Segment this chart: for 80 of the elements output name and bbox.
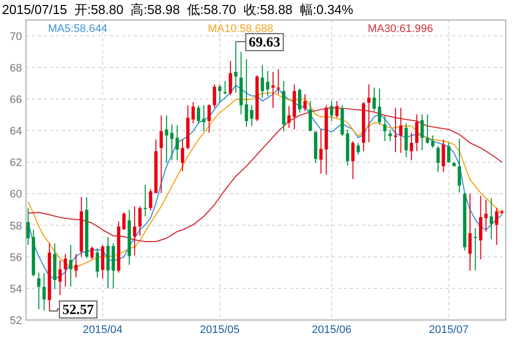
x-tick-label: 2015/04 (82, 324, 123, 336)
candlestick (490, 198, 493, 240)
candlestick (96, 248, 99, 278)
candlestick (335, 100, 339, 118)
candlestick (250, 104, 254, 127)
text: MA10:58.688 (208, 23, 274, 35)
candlestick (260, 64, 264, 98)
candlestick (218, 84, 222, 104)
candlestick (69, 244, 72, 288)
candlestick (495, 208, 498, 246)
candlestick (176, 124, 179, 161)
candlestick (42, 272, 46, 312)
candlestick (212, 84, 216, 108)
candlestick (164, 114, 168, 164)
candlestick (298, 88, 302, 114)
y-tick-label: 68 (10, 62, 22, 74)
y-tick-label: 52 (10, 315, 22, 327)
x-tick-label: 2015/07 (428, 324, 469, 336)
candlestick (458, 138, 462, 193)
candlestick (474, 228, 478, 272)
y-tick-label: 60 (10, 188, 22, 201)
candlestick (468, 193, 472, 272)
line-series (28, 107, 503, 242)
y-tick-label: 56 (10, 252, 22, 264)
candlestick (144, 184, 147, 217)
candlestick (367, 84, 371, 143)
x-tick-label: 2015/06 (312, 324, 352, 336)
y-tick-label: 58 (10, 220, 22, 232)
candlestick (426, 114, 430, 144)
annotation: 69.63 (248, 36, 280, 51)
y-tick-label: 54 (10, 283, 22, 296)
text: MA5:58.644 (48, 23, 108, 35)
candlestick (420, 114, 424, 151)
y-tick-label: 64 (10, 126, 22, 138)
candlestick (484, 199, 488, 232)
candlestick (383, 116, 386, 142)
candlestick (372, 87, 376, 112)
candlestick (101, 244, 104, 279)
text: MA30:61.996 (368, 23, 434, 35)
candlestick (415, 114, 418, 152)
x-tick-label: 2015/05 (200, 324, 240, 336)
candlestick (351, 140, 355, 180)
candlestick (223, 80, 227, 95)
candlestick (148, 188, 152, 211)
candlestick (228, 60, 232, 96)
candlestick (431, 134, 434, 148)
candlestick (388, 128, 392, 142)
candlestick (234, 41, 238, 94)
chart-title: 2015/07/15 开:58.80 高:58.98 低:58.70 收:58.88 幅:0.34% (2, 2, 354, 17)
annotation: 52.57 (62, 303, 94, 318)
candlestick (160, 114, 163, 194)
candlestick (64, 253, 68, 288)
candlestick (276, 68, 280, 95)
candlestick (208, 104, 211, 134)
candlestick (26, 207, 30, 246)
candlestick (244, 58, 248, 128)
candlestick (436, 146, 440, 173)
candlestick (180, 139, 184, 172)
candlestick (287, 106, 291, 128)
candlestick (192, 102, 195, 124)
candlestick (330, 100, 334, 122)
candlestick (356, 142, 360, 156)
candlestick (479, 195, 482, 260)
y-tick-label: 66 (10, 94, 22, 106)
candlestick (132, 206, 136, 256)
y-tick-label: 62 (10, 157, 22, 170)
candlestick (399, 107, 402, 154)
candlestick (394, 107, 398, 153)
candlestick (138, 206, 142, 236)
candlestick (442, 139, 446, 173)
candlestick (170, 124, 174, 161)
candlestick (308, 100, 312, 132)
candlestick (37, 272, 40, 310)
candlestick (122, 212, 126, 230)
candlestick (378, 88, 382, 125)
candlestick (202, 104, 206, 132)
candlestick (404, 122, 408, 158)
candlestick (447, 142, 450, 164)
y-tick-label: 70 (10, 30, 22, 43)
candlestick (266, 70, 270, 96)
